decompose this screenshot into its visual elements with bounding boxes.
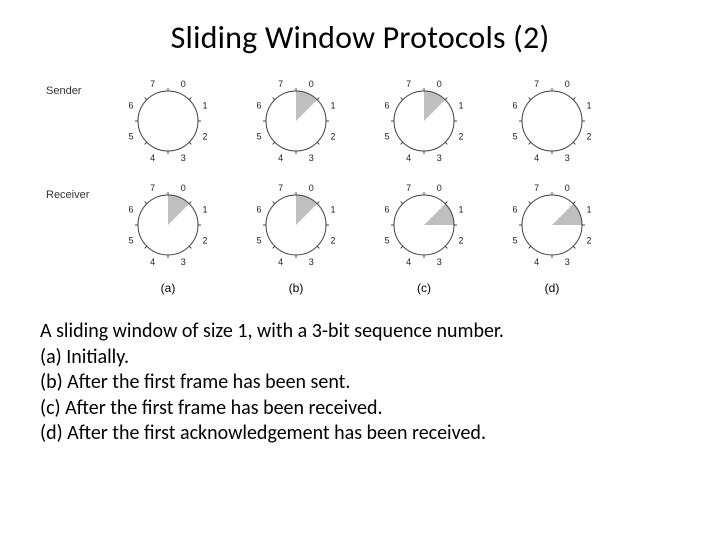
svg-text:0: 0 (437, 183, 442, 193)
svg-text:5: 5 (513, 235, 518, 245)
svg-text:4: 4 (406, 257, 411, 267)
svg-text:0: 0 (181, 183, 186, 193)
dial-sender-2: 0 1 2 3 4 5 6 7 (364, 71, 484, 175)
svg-text:3: 3 (437, 257, 442, 267)
svg-text:5: 5 (257, 235, 262, 245)
dial-receiver-3: 0 1 2 3 4 5 6 7 (492, 175, 612, 279)
svg-text:2: 2 (202, 235, 207, 245)
figure-area: Sender Receiver 0 1 2 3 4 5 6 7 0 1 2 3 4 5 6 7 0 1 2 3 4 5 6 7… (40, 71, 680, 295)
svg-text:6: 6 (385, 101, 390, 111)
caption-block: A sliding window of size 1, with a 3-bit… (40, 319, 680, 447)
column-labels-row: (a) (b) (c) (d) (108, 281, 612, 295)
svg-text:7: 7 (150, 79, 155, 89)
column-label-3: (d) (492, 281, 612, 295)
column-label-2: (c) (364, 281, 484, 295)
svg-text:1: 1 (586, 101, 591, 111)
svg-text:6: 6 (513, 205, 518, 215)
svg-text:2: 2 (458, 235, 463, 245)
svg-text:5: 5 (385, 131, 390, 141)
svg-text:4: 4 (278, 153, 283, 163)
svg-text:0: 0 (309, 183, 314, 193)
svg-text:0: 0 (565, 183, 570, 193)
svg-text:3: 3 (181, 153, 186, 163)
svg-text:0: 0 (309, 79, 314, 89)
svg-text:3: 3 (565, 153, 570, 163)
svg-text:6: 6 (129, 205, 134, 215)
svg-text:4: 4 (150, 257, 155, 267)
caption-line-3: (c) After the first frame has been recei… (40, 396, 680, 422)
svg-text:6: 6 (257, 101, 262, 111)
svg-text:3: 3 (309, 257, 314, 267)
svg-text:3: 3 (309, 153, 314, 163)
caption-line-1: (a) Initially. (40, 345, 680, 371)
dial-receiver-1: 0 1 2 3 4 5 6 7 (236, 175, 356, 279)
svg-text:7: 7 (534, 183, 539, 193)
svg-text:2: 2 (586, 235, 591, 245)
caption-line-0: A sliding window of size 1, with a 3-bit… (40, 319, 680, 345)
row-label-receiver: Receiver (46, 189, 89, 201)
svg-text:4: 4 (406, 153, 411, 163)
svg-text:7: 7 (406, 183, 411, 193)
svg-text:6: 6 (257, 205, 262, 215)
svg-text:2: 2 (202, 131, 207, 141)
svg-text:3: 3 (437, 153, 442, 163)
svg-text:7: 7 (406, 79, 411, 89)
caption-line-4: (d) After the first acknowledgement has … (40, 421, 680, 447)
column-label-1: (b) (236, 281, 356, 295)
svg-text:4: 4 (534, 257, 539, 267)
page-title: Sliding Window Protocols (2) (40, 18, 680, 57)
dial-sender-3: 0 1 2 3 4 5 6 7 (492, 71, 612, 175)
svg-text:0: 0 (437, 79, 442, 89)
svg-text:0: 0 (565, 79, 570, 89)
svg-text:7: 7 (278, 183, 283, 193)
svg-text:7: 7 (278, 79, 283, 89)
svg-text:1: 1 (586, 205, 591, 215)
svg-text:6: 6 (129, 101, 134, 111)
svg-text:4: 4 (150, 153, 155, 163)
svg-text:0: 0 (181, 79, 186, 89)
svg-text:5: 5 (129, 131, 134, 141)
svg-text:5: 5 (385, 235, 390, 245)
svg-text:7: 7 (150, 183, 155, 193)
caption-line-2: (b) After the first frame has been sent. (40, 370, 680, 396)
dial-grid: 0 1 2 3 4 5 6 7 0 1 2 3 4 5 6 7 0 1 2 3 4 5 6 7 0 1 2 3 4 5 6 7 0 1 2 3 4 5 6 7… (108, 71, 612, 279)
svg-text:2: 2 (330, 131, 335, 141)
svg-text:1: 1 (202, 205, 207, 215)
svg-text:1: 1 (330, 101, 335, 111)
svg-text:5: 5 (129, 235, 134, 245)
column-label-0: (a) (108, 281, 228, 295)
dial-receiver-2: 0 1 2 3 4 5 6 7 (364, 175, 484, 279)
svg-text:5: 5 (513, 131, 518, 141)
svg-text:3: 3 (181, 257, 186, 267)
svg-text:6: 6 (513, 101, 518, 111)
svg-text:2: 2 (458, 131, 463, 141)
svg-text:7: 7 (534, 79, 539, 89)
dial-sender-1: 0 1 2 3 4 5 6 7 (236, 71, 356, 175)
dial-receiver-0: 0 1 2 3 4 5 6 7 (108, 175, 228, 279)
svg-text:1: 1 (330, 205, 335, 215)
svg-text:2: 2 (330, 235, 335, 245)
svg-text:1: 1 (202, 101, 207, 111)
svg-text:1: 1 (458, 101, 463, 111)
svg-text:1: 1 (458, 205, 463, 215)
svg-text:5: 5 (257, 131, 262, 141)
dial-sender-0: 0 1 2 3 4 5 6 7 (108, 71, 228, 175)
svg-text:3: 3 (565, 257, 570, 267)
svg-text:4: 4 (534, 153, 539, 163)
svg-text:4: 4 (278, 257, 283, 267)
svg-text:6: 6 (385, 205, 390, 215)
svg-text:2: 2 (586, 131, 591, 141)
row-label-sender: Sender (46, 85, 81, 97)
